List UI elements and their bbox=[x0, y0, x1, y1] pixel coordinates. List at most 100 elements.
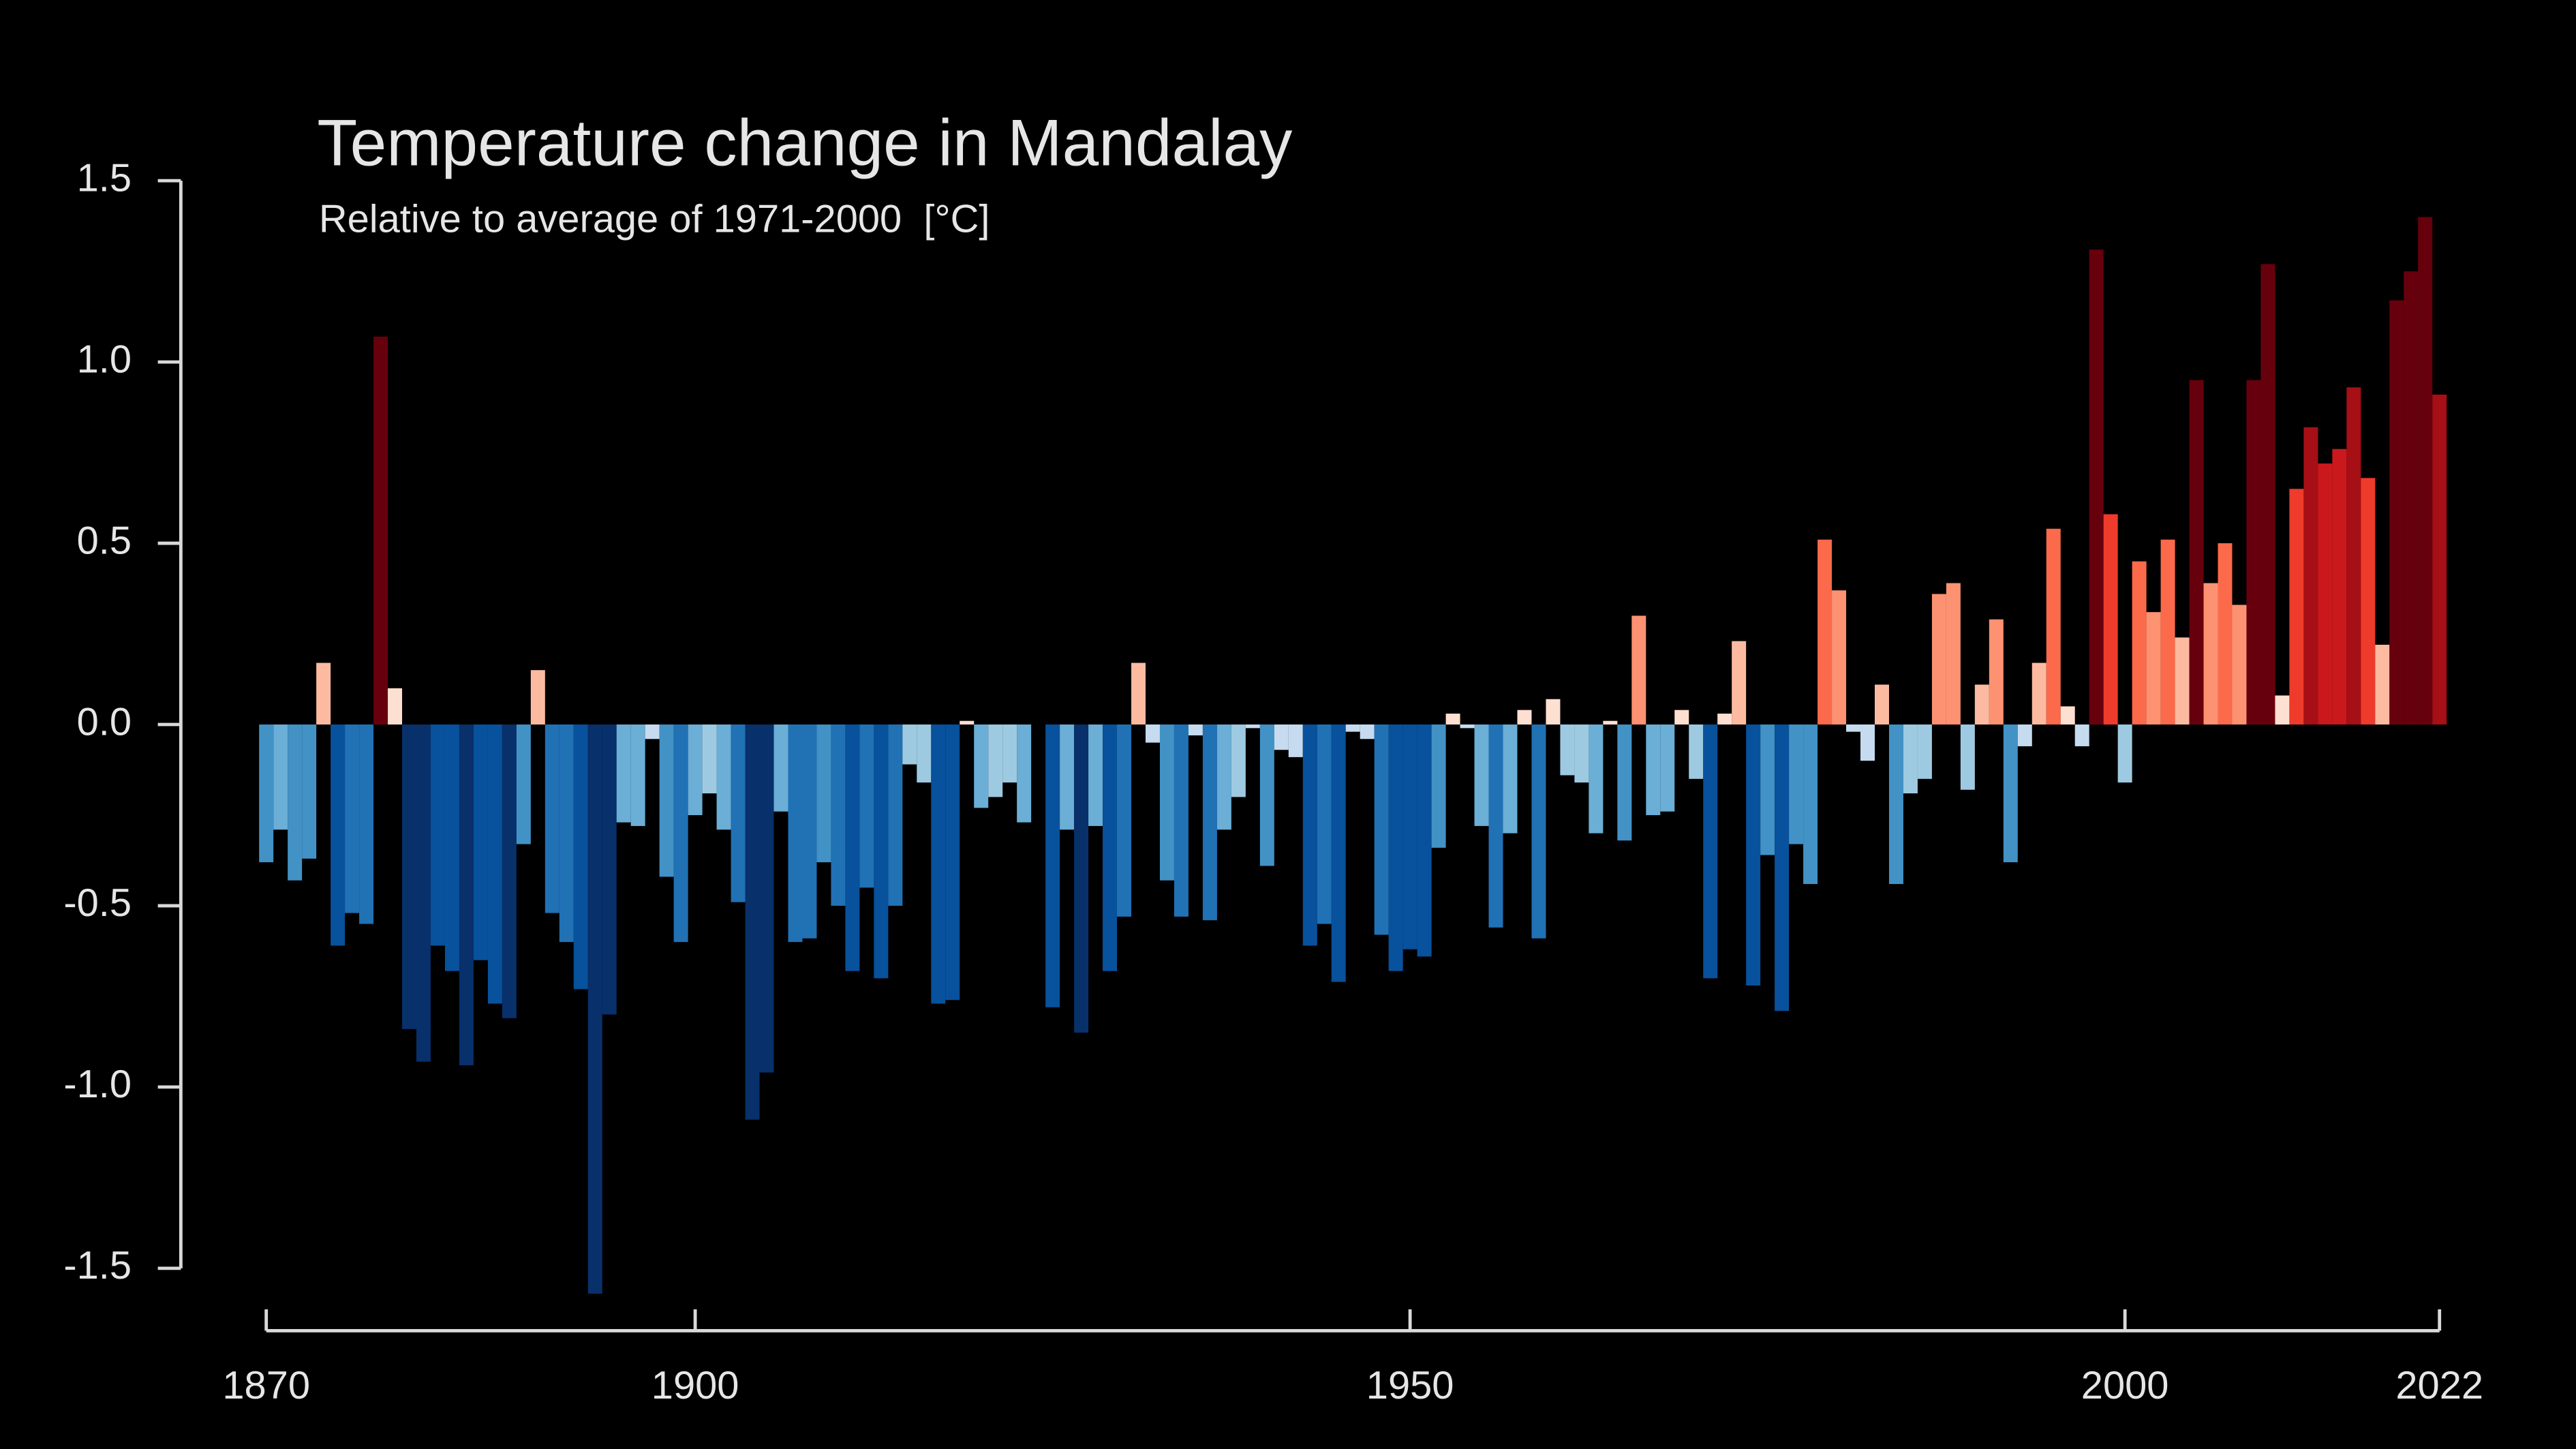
bar bbox=[802, 724, 817, 939]
bar bbox=[716, 724, 731, 830]
bar bbox=[1674, 710, 1689, 724]
bar bbox=[316, 662, 331, 724]
bar bbox=[2361, 478, 2376, 724]
bar bbox=[2303, 427, 2318, 724]
y-tick-label: 0.0 bbox=[77, 700, 132, 744]
bar bbox=[1832, 590, 1847, 724]
bar bbox=[845, 724, 860, 971]
bar bbox=[1775, 724, 1790, 1011]
bar bbox=[1245, 724, 1260, 729]
bar bbox=[2175, 637, 2190, 724]
bar bbox=[1145, 724, 1160, 743]
bar bbox=[1345, 724, 1360, 732]
bar bbox=[1302, 724, 1317, 946]
bar bbox=[2103, 514, 2118, 724]
bar bbox=[2432, 394, 2447, 724]
bar bbox=[1103, 724, 1118, 971]
bar bbox=[1188, 724, 1203, 735]
bar bbox=[2318, 463, 2333, 724]
bar bbox=[2203, 583, 2218, 724]
bar bbox=[773, 724, 788, 812]
bar bbox=[1445, 714, 1460, 724]
bar bbox=[931, 724, 946, 1004]
bar bbox=[1088, 724, 1103, 826]
bar bbox=[945, 724, 960, 1001]
bar bbox=[1860, 724, 1875, 761]
bar bbox=[630, 724, 645, 826]
bar bbox=[1717, 714, 1732, 724]
bar bbox=[902, 724, 917, 765]
bar bbox=[2046, 528, 2061, 724]
bar bbox=[2146, 612, 2161, 724]
bar bbox=[1131, 662, 1146, 724]
bar bbox=[516, 724, 531, 844]
bar bbox=[960, 720, 975, 724]
bar bbox=[444, 724, 459, 971]
bar bbox=[2089, 249, 2104, 724]
bar bbox=[1789, 724, 1804, 844]
bar bbox=[1274, 724, 1289, 750]
bar bbox=[1517, 710, 1532, 724]
bar bbox=[1603, 720, 1618, 724]
bar bbox=[1431, 724, 1446, 848]
bar bbox=[1560, 724, 1575, 776]
bar bbox=[831, 724, 846, 906]
bar bbox=[1045, 724, 1060, 1007]
bar bbox=[559, 724, 574, 943]
bar bbox=[545, 724, 559, 913]
bar bbox=[1017, 724, 1032, 823]
bar bbox=[1574, 724, 1589, 783]
bar bbox=[359, 724, 374, 924]
bar bbox=[1989, 619, 2004, 724]
bar bbox=[1631, 615, 1646, 724]
bar bbox=[1903, 724, 1918, 794]
bar bbox=[1732, 641, 1747, 724]
bar bbox=[2375, 644, 2390, 724]
bar bbox=[602, 724, 617, 1015]
y-tick-label: -0.5 bbox=[63, 881, 132, 925]
bar bbox=[473, 724, 488, 960]
bar bbox=[1259, 724, 1274, 866]
bar bbox=[2003, 724, 2018, 863]
y-tick-label: -1.0 bbox=[63, 1063, 132, 1106]
bar bbox=[1974, 684, 1989, 724]
bar bbox=[1888, 724, 1903, 885]
bar bbox=[530, 670, 545, 724]
bar bbox=[259, 724, 274, 863]
bar bbox=[1074, 724, 1089, 1033]
bar bbox=[502, 724, 517, 1018]
bar bbox=[1460, 724, 1475, 729]
bar bbox=[1417, 724, 1432, 957]
bar bbox=[1760, 724, 1775, 855]
bar bbox=[587, 724, 602, 1294]
bar bbox=[1488, 724, 1503, 928]
bar bbox=[1174, 724, 1189, 917]
bar bbox=[2031, 662, 2046, 724]
bar bbox=[816, 724, 831, 863]
bar bbox=[745, 724, 760, 1120]
bar bbox=[402, 724, 417, 1029]
bar bbox=[1374, 724, 1389, 935]
bar bbox=[459, 724, 474, 1065]
bar bbox=[2246, 380, 2261, 724]
bar bbox=[702, 724, 717, 794]
bar bbox=[1503, 724, 1518, 834]
bar bbox=[2117, 724, 2132, 783]
bar bbox=[1818, 539, 1833, 724]
bar bbox=[416, 724, 431, 1062]
bar bbox=[2346, 387, 2361, 724]
bar bbox=[2218, 543, 2233, 724]
bar bbox=[859, 724, 874, 888]
bar bbox=[2074, 724, 2089, 746]
bar bbox=[616, 724, 631, 823]
bar bbox=[917, 724, 932, 783]
bar bbox=[1803, 724, 1818, 885]
x-tick-label: 1870 bbox=[222, 1364, 310, 1407]
bar bbox=[1317, 724, 1332, 924]
bar bbox=[673, 724, 688, 943]
bar bbox=[1159, 724, 1174, 881]
bar bbox=[2260, 264, 2275, 725]
bar bbox=[1689, 724, 1704, 779]
bar bbox=[373, 336, 388, 725]
